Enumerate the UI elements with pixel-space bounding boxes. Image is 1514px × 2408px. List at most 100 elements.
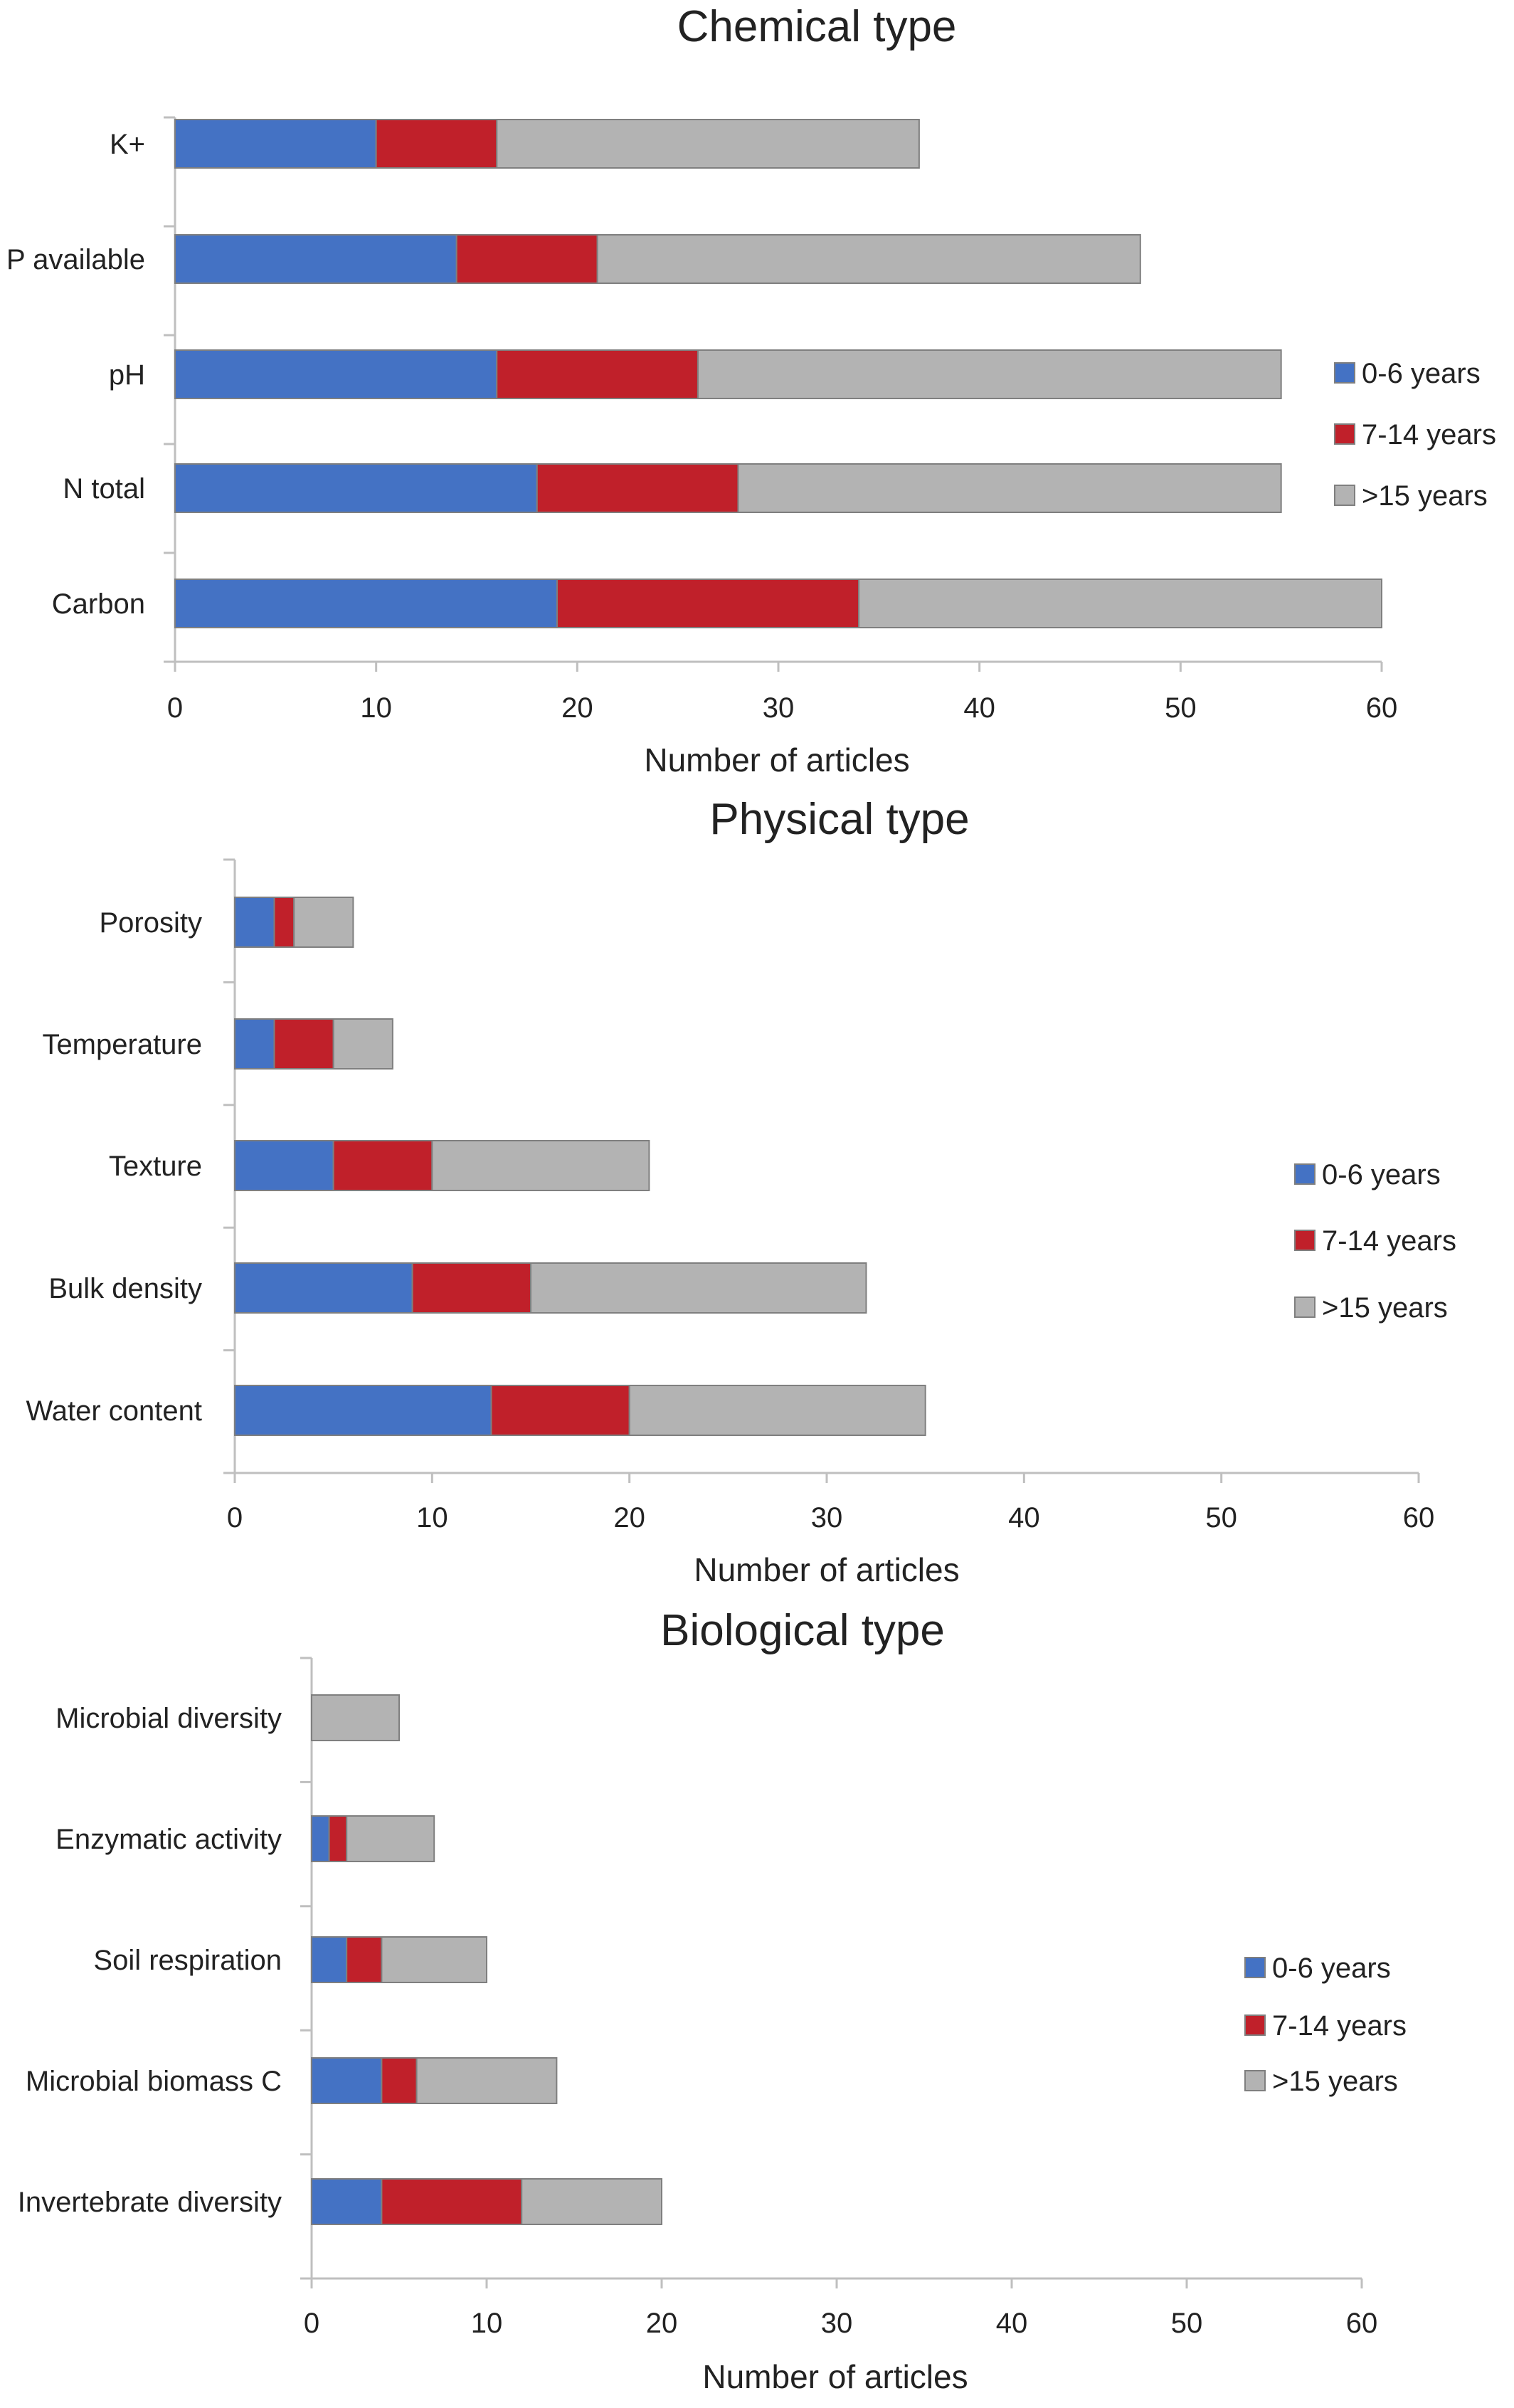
x-tick-label: 30 [821, 2308, 853, 2339]
category-label: Porosity [100, 907, 203, 939]
legend-swatch [1334, 362, 1355, 384]
bar-segment [737, 463, 1282, 513]
legend-label: >15 years [1272, 2066, 1398, 2097]
chart-title: Chemical type [677, 2, 957, 51]
bar-segment [273, 897, 295, 948]
bar-segment [174, 463, 538, 513]
legend-swatch [1244, 2014, 1266, 2036]
category-label: Microbial biomass C [26, 2066, 282, 2097]
bar-segment [628, 1385, 926, 1436]
x-tick-label: 20 [613, 1502, 645, 1533]
bar-segment [293, 897, 354, 948]
legend-label: 7-14 years [1322, 1225, 1456, 1257]
bar-segment [415, 2057, 558, 2104]
bar-segment [381, 2057, 418, 2104]
x-tick-label: 60 [1366, 692, 1398, 724]
legend-swatch [1334, 485, 1355, 506]
x-tick-label: 0 [227, 1502, 243, 1533]
legend-label: 0-6 years [1322, 1159, 1441, 1190]
chart-title: Physical type [709, 795, 969, 844]
legend-swatch [1294, 1297, 1316, 1318]
x-tick-label: 30 [811, 1502, 843, 1533]
bar-segment [234, 1140, 334, 1191]
x-tick-label: 0 [304, 2308, 319, 2339]
category-label: Texture [109, 1151, 202, 1182]
legend-swatch [1244, 2070, 1266, 2091]
bar-segment [174, 119, 377, 169]
x-tick-label: 60 [1346, 2308, 1378, 2339]
x-tick-label: 10 [360, 692, 392, 724]
x-axis-label: Number of articles [694, 1551, 959, 1588]
category-label: N total [63, 473, 145, 505]
category-label: K+ [110, 129, 145, 160]
legend-label: 0-6 years [1362, 358, 1481, 389]
category-label: pH [109, 359, 145, 391]
x-tick-label: 30 [763, 692, 795, 724]
category-label: Soil respiration [93, 1945, 282, 1976]
bar-segment [496, 119, 920, 169]
bar-segment [234, 1262, 413, 1314]
legend-swatch [1244, 1957, 1266, 1978]
category-label: Invertebrate diversity [18, 2187, 282, 2218]
bar-segment [311, 2057, 383, 2104]
bar-segment [381, 2178, 523, 2225]
bar-segment [332, 1140, 433, 1191]
category-label: P available [6, 244, 145, 275]
bar-segment [556, 579, 860, 628]
bar-segment [346, 1815, 435, 1862]
bar-segment [411, 1262, 531, 1314]
x-axis-label: Number of articles [702, 2358, 968, 2395]
bar-segment [328, 1815, 348, 1862]
x-tick-label: 20 [561, 692, 593, 724]
bar-segment [858, 579, 1382, 628]
bar-segment [311, 1815, 330, 1862]
bar-segment [273, 1018, 334, 1070]
bar-segment [311, 1936, 348, 1983]
bar-segment [234, 897, 275, 948]
x-tick-label: 60 [1403, 1502, 1435, 1533]
category-label: Water content [26, 1395, 202, 1427]
bar-segment [521, 2178, 663, 2225]
x-tick-label: 20 [646, 2308, 678, 2339]
x-tick-label: 10 [416, 1502, 448, 1533]
legend-label: 0-6 years [1272, 1953, 1391, 1984]
category-label: Microbial diversity [55, 1703, 282, 1734]
bar-segment [431, 1140, 650, 1191]
bar-segment [381, 1936, 488, 1983]
legend-label: 7-14 years [1272, 2010, 1407, 2042]
bar-segment [174, 234, 457, 284]
bar-segment [490, 1385, 630, 1436]
legend-label: 7-14 years [1362, 419, 1496, 450]
bar-segment [496, 349, 699, 399]
bar-segment [234, 1018, 275, 1070]
category-label: Bulk density [48, 1273, 202, 1304]
bar-segment [332, 1018, 393, 1070]
bar-segment [455, 234, 598, 284]
bar-segment [311, 1694, 400, 1741]
legend-label: >15 years [1362, 480, 1488, 512]
bar-segment [346, 1936, 383, 1983]
bar-segment [596, 234, 1141, 284]
x-tick-label: 40 [996, 2308, 1028, 2339]
bar-segment [697, 349, 1282, 399]
bar-segment [375, 119, 498, 169]
legend-swatch [1294, 1163, 1316, 1185]
x-tick-label: 50 [1205, 1502, 1237, 1533]
chart-title: Biological type [660, 1606, 945, 1655]
x-tick-label: 40 [963, 692, 995, 724]
bar-segment [174, 579, 559, 628]
category-label: Enzymatic activity [55, 1824, 282, 1855]
bar-segment [311, 2178, 383, 2225]
x-tick-label: 0 [167, 692, 183, 724]
x-axis-label: Number of articles [644, 741, 909, 778]
legend-swatch [1294, 1230, 1316, 1251]
x-tick-label: 50 [1171, 2308, 1203, 2339]
legend-label: >15 years [1322, 1292, 1448, 1324]
legend-swatch [1334, 423, 1355, 445]
bar-segment [234, 1385, 492, 1436]
category-label: Carbon [52, 588, 145, 620]
bar-segment [530, 1262, 867, 1314]
bar-segment [174, 349, 498, 399]
